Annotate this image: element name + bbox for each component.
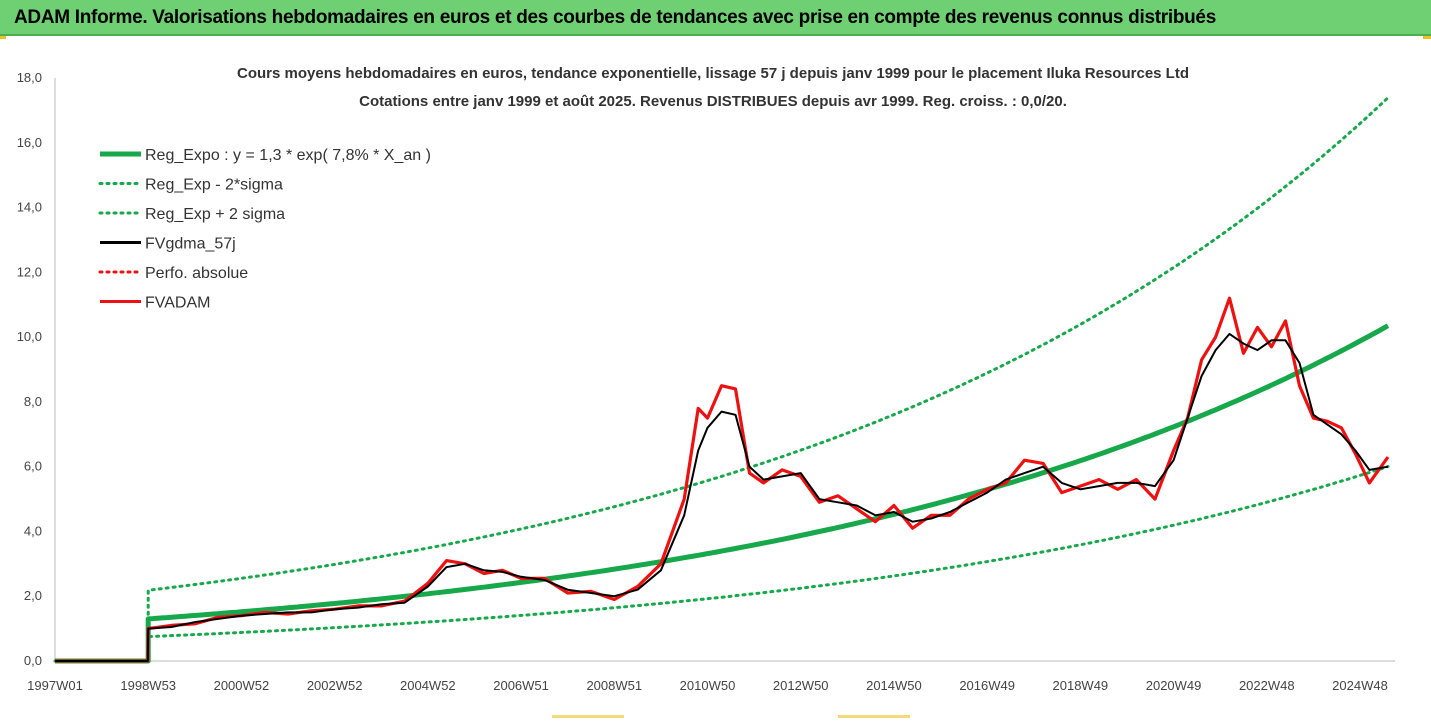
chart-subtitle: Cotations entre janv 1999 et août 2025. …: [359, 93, 1067, 110]
x-tick-label: 2000W52: [214, 678, 270, 693]
chart-legend: Reg_Expo : y = 1,3 * exp( 7,8% * X_an ) R…: [98, 147, 431, 312]
x-tick-labels: 1997W01 1998W53 2000W52 2002W52 2004W52 2006W…: [27, 678, 1388, 693]
series-line-5: [55, 296, 1390, 663]
x-tick-label: 2006W51: [493, 678, 549, 693]
x-tick-label: 2024W48: [1332, 678, 1388, 693]
x-tick-label: 2022W48: [1239, 678, 1295, 693]
chart-area: Cours moyens hebdomadaires en euros, ten…: [0, 36, 1431, 718]
corner-mark-bottom-left: [552, 715, 624, 718]
legend-label-2: Reg_Exp + 2 sigma: [145, 206, 285, 223]
y-tick-labels: 0,0 2,0 4,0 6,0 8,0 10,0 12,0 14,0 16,0 18,0: [17, 70, 42, 668]
x-tick-label: 2010W50: [680, 678, 736, 693]
y-tick-label: 2,0: [24, 588, 42, 603]
x-tick-label: 2002W52: [307, 678, 363, 693]
y-tick-label: 14,0: [17, 200, 42, 215]
report-header: ADAM Informe. Valorisations hebdomadaire…: [0, 0, 1431, 36]
y-tick-label: 8,0: [24, 394, 42, 409]
legend-label-4: Perfo. absolue: [145, 265, 248, 282]
x-tick-label: 2012W50: [773, 678, 829, 693]
legend-label-1: Reg_Exp - 2*sigma: [145, 177, 283, 194]
x-tick-label: 2016W49: [959, 678, 1015, 693]
y-tick-label: 6,0: [24, 459, 42, 474]
x-tick-label: 2014W50: [866, 678, 922, 693]
legend-label-3: FVgdma_57j: [145, 236, 236, 253]
chart-title: Cours moyens hebdomadaires en euros, ten…: [237, 65, 1189, 82]
series-layer: [53, 96, 1390, 664]
report-title: ADAM Informe. Valorisations hebdomadaire…: [14, 7, 1216, 28]
x-tick-label: 1997W01: [27, 678, 83, 693]
corner-mark-bottom-right: [838, 715, 910, 718]
series-line-2: [53, 96, 1390, 663]
x-tick-label: 2008W51: [586, 678, 642, 693]
x-tick-label: 2020W49: [1146, 678, 1202, 693]
y-tick-label: 12,0: [17, 264, 42, 279]
y-tick-label: 10,0: [17, 329, 42, 344]
corner-mark-top-left: [0, 36, 6, 39]
y-tick-label: 16,0: [17, 135, 42, 150]
legend-label-0: Reg_Expo : y = 1,3 * exp( 7,8% * X_an ): [145, 147, 431, 164]
corner-mark-top-right: [1423, 36, 1431, 39]
series-line-3: [55, 332, 1389, 662]
valuation-chart: Cours moyens hebdomadaires en euros, ten…: [17, 65, 1395, 693]
x-tick-label: 1998W53: [120, 678, 176, 693]
x-tick-label: 2018W49: [1053, 678, 1109, 693]
legend-label-5: FVADAM: [145, 295, 210, 312]
y-tick-label: 0,0: [24, 653, 42, 668]
x-tick-label: 2004W52: [400, 678, 456, 693]
y-tick-label: 4,0: [24, 523, 42, 538]
y-tick-label: 18,0: [17, 70, 42, 85]
series-line-1: [53, 465, 1390, 663]
series-line-0: [55, 323, 1390, 664]
